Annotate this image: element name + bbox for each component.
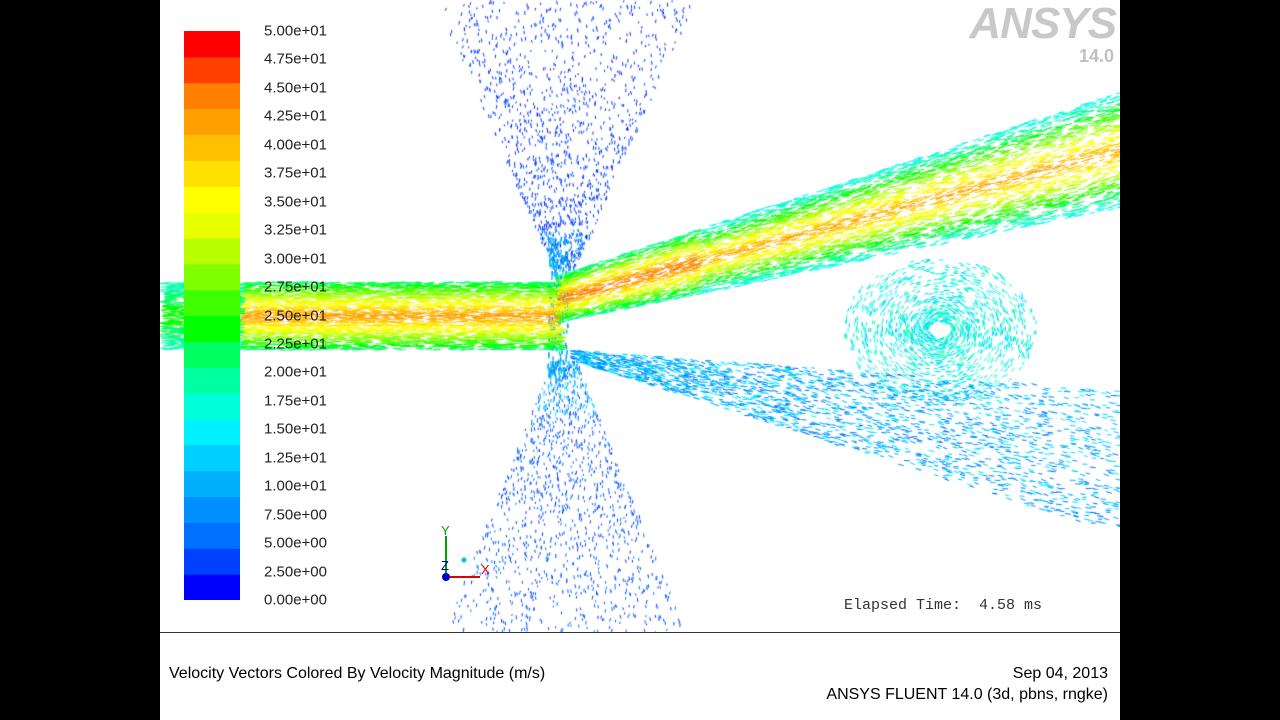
color-swatch xyxy=(184,82,240,110)
logo-version: 14.0 xyxy=(1078,46,1114,66)
color-swatch xyxy=(184,522,240,549)
color-scale-tick-label: 7.50e+00 xyxy=(264,506,327,524)
color-swatch xyxy=(184,470,240,498)
color-scale-tick-label: 2.50e+01 xyxy=(264,307,327,324)
color-scale-tick-label: 1.50e+01 xyxy=(264,420,327,438)
color-swatch xyxy=(184,212,240,239)
ansys-logo: ANSYS 14.0 xyxy=(966,0,1117,68)
color-swatch xyxy=(184,341,240,368)
color-scale-tick-label: 3.75e+01 xyxy=(264,164,327,182)
color-scale-tick-label: 1.75e+01 xyxy=(264,392,327,410)
color-scale-tick-label: 2.00e+01 xyxy=(264,363,327,381)
solver-version: ANSYS FLUENT 14.0 (3d, pbns, rngke) xyxy=(826,686,1108,703)
color-scale-tick-label: 3.00e+01 xyxy=(264,250,327,268)
color-swatch xyxy=(184,444,240,472)
color-swatch xyxy=(184,289,240,317)
color-swatch xyxy=(184,31,240,58)
color-scale-tick-label: 1.00e+01 xyxy=(264,477,327,495)
color-scale-tick-label: 1.25e+01 xyxy=(264,449,327,467)
color-swatch xyxy=(184,574,240,600)
color-scale-tick-label: 3.25e+01 xyxy=(264,221,327,239)
plot-date: Sep 04, 2013 xyxy=(1012,665,1108,682)
triad-y-label: Y xyxy=(441,523,450,538)
color-scale-tick-label: 2.75e+01 xyxy=(264,278,327,296)
color-scale-tick-label: 5.00e+01 xyxy=(264,22,327,40)
axis-triad: Y Z X xyxy=(441,523,490,581)
color-swatch xyxy=(184,548,240,575)
color-swatch xyxy=(184,108,240,136)
elapsed-time: Elapsed Time: 4.58 ms xyxy=(844,597,1043,614)
triad-x-label: X xyxy=(481,562,490,577)
color-swatch xyxy=(184,496,240,524)
color-scale-tick-label: 4.50e+01 xyxy=(264,79,327,97)
color-swatch xyxy=(184,418,240,446)
logo-brand: ANSYS xyxy=(969,0,1117,48)
color-scale-tick-label: 4.25e+01 xyxy=(264,107,327,125)
footer-divider xyxy=(160,632,1120,633)
color-scale-bar xyxy=(184,31,240,600)
color-swatch xyxy=(184,186,240,213)
vector-field xyxy=(160,0,1120,632)
triad-z-label: Z xyxy=(441,558,449,573)
velocity-vector-plot[interactable]: 5.00e+01 4.75e+01 4.50e+01 4.25e+01 4.00e+01… xyxy=(160,0,1120,632)
color-swatch xyxy=(184,263,240,291)
graphics-window[interactable]: 5.00e+01 4.75e+01 4.50e+01 4.25e+01 4.00e+01… xyxy=(160,0,1120,720)
plot-title: Velocity Vectors Colored By Velocity Mag… xyxy=(169,665,546,682)
color-scale-tick-label: 3.50e+01 xyxy=(264,193,327,211)
color-swatch xyxy=(184,56,240,84)
color-scale-tick-label: 2.25e+01 xyxy=(264,335,327,353)
color-scale-tick-label: 5.00e+00 xyxy=(264,534,327,552)
color-scale-tick-label: 0.00e+00 xyxy=(264,591,327,609)
color-swatch xyxy=(184,367,240,394)
color-swatch xyxy=(184,393,240,420)
color-swatch xyxy=(184,160,240,187)
color-swatch xyxy=(184,315,240,342)
color-scale-tick-label: 4.00e+01 xyxy=(264,136,327,154)
color-scale-tick-label: 4.75e+01 xyxy=(264,50,327,68)
color-swatch xyxy=(184,237,240,265)
color-swatch xyxy=(184,134,240,161)
color-scale-tick-label: 2.50e+00 xyxy=(264,563,327,581)
